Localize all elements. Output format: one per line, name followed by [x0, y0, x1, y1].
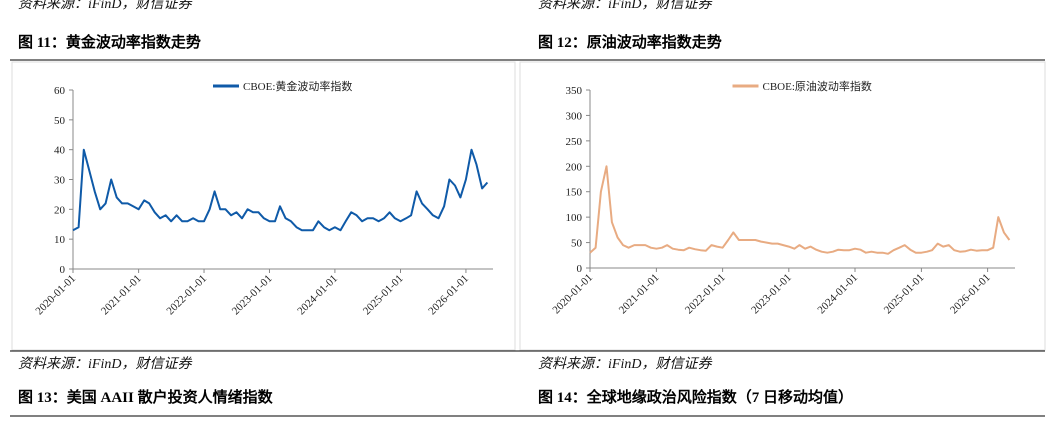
y-tick-label: 50 — [54, 115, 66, 127]
source-note: 资料来源：iFinD，财信证券 — [18, 0, 192, 12]
y-tick-label: 200 — [566, 161, 583, 173]
y-tick-label: 300 — [566, 110, 583, 122]
source-note: 资料来源：iFinD，财信证券 — [538, 356, 712, 372]
x-tick-label: 2026-01-01 — [948, 272, 993, 317]
y-tick-label: 40 — [54, 145, 66, 157]
x-tick-label: 2022-01-01 — [164, 273, 209, 318]
y-tick-label: 0 — [60, 264, 66, 276]
legend-label: CBOE:原油波动率指数 — [763, 79, 872, 93]
x-tick-label: 2021-01-01 — [99, 273, 144, 318]
x-tick-label: 2023-01-01 — [749, 272, 794, 317]
panel-border — [519, 61, 1046, 351]
figure-title: 图 14：全球地缘政治风险指数（7 日移动均值） — [538, 388, 853, 406]
y-tick-label: 150 — [566, 187, 583, 199]
series-line — [72, 148, 489, 232]
legend-label: CBOE:黄金波动率指数 — [243, 79, 352, 93]
x-tick-label: 2025-01-01 — [882, 272, 927, 317]
figure-title: 图 11：黄金波动率指数走势 — [18, 33, 201, 51]
panel-border — [11, 61, 516, 351]
x-tick-label: 2024-01-01 — [815, 272, 860, 317]
y-tick-label: 60 — [54, 85, 66, 97]
x-tick-label: 2020-01-01 — [33, 273, 78, 318]
x-tick-label: 2021-01-01 — [617, 272, 662, 317]
y-tick-label: 10 — [54, 234, 66, 246]
y-tick-label: 50 — [571, 238, 583, 250]
x-tick-label: 2023-01-01 — [230, 273, 275, 318]
x-tick-label: 2025-01-01 — [361, 273, 406, 318]
x-tick-label: 2026-01-01 — [426, 273, 471, 318]
x-tick-label: 2022-01-01 — [683, 272, 728, 317]
y-tick-label: 20 — [54, 204, 66, 216]
y-tick-label: 100 — [566, 212, 583, 224]
y-tick-label: 250 — [566, 136, 583, 148]
y-tick-label: 30 — [54, 175, 66, 187]
y-tick-label: 0 — [577, 263, 583, 275]
series-line — [589, 165, 1011, 255]
figure-title: 图 13：美国 AAII 散户投资人情绪指数 — [18, 388, 274, 406]
x-tick-label: 2020-01-01 — [550, 272, 595, 317]
source-note: 资料来源：iFinD，财信证券 — [18, 356, 192, 372]
x-tick-label: 2024-01-01 — [295, 273, 340, 318]
source-note: 资料来源：iFinD，财信证券 — [538, 0, 712, 12]
y-tick-label: 350 — [566, 85, 583, 97]
figure-title: 图 12：原油波动率指数走势 — [538, 33, 722, 51]
